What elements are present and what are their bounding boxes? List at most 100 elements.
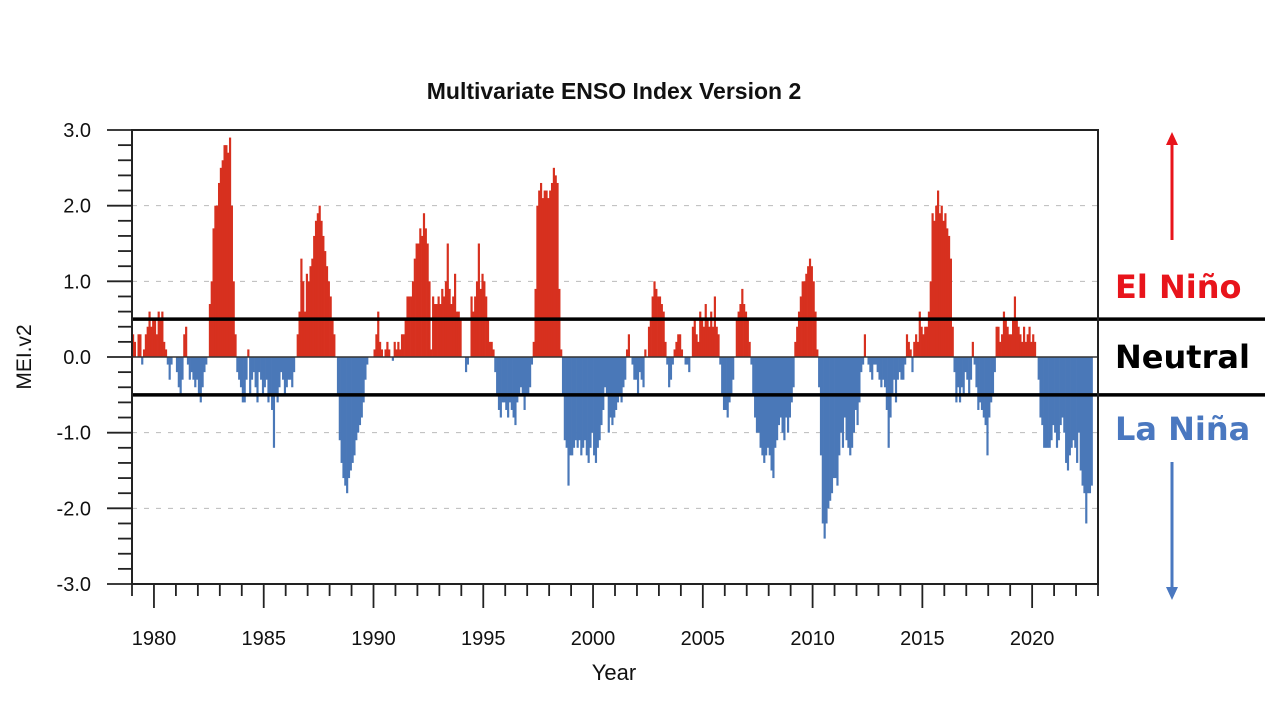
data-bar (163, 341, 166, 357)
data-bar (563, 357, 566, 441)
data-bar (303, 311, 307, 357)
data-bar (973, 357, 976, 365)
data-bar (245, 357, 248, 380)
data-bar (922, 334, 925, 357)
data-bar (695, 334, 698, 357)
data-bar (183, 334, 186, 357)
data-bar (649, 319, 652, 357)
data-bar (640, 357, 643, 380)
data-bar (424, 228, 427, 357)
data-bar (585, 357, 588, 456)
data-bar (490, 341, 493, 357)
data-bar (192, 357, 195, 380)
data-bar (419, 228, 422, 357)
data-bar (625, 349, 629, 357)
data-bar (454, 273, 457, 357)
data-bar (377, 311, 380, 357)
data-bar (894, 357, 898, 403)
data-bar (464, 357, 468, 373)
data-bar (876, 357, 879, 373)
data-bar (713, 296, 716, 357)
data-bar (230, 205, 233, 357)
data-bar (744, 311, 748, 357)
data-bar (750, 357, 753, 365)
data-bar (291, 357, 294, 388)
data-bar (466, 357, 469, 365)
data-bar (960, 357, 963, 388)
data-bar (554, 175, 557, 357)
data-bar (1061, 357, 1064, 418)
data-bar (358, 357, 362, 426)
axes (131, 129, 1099, 585)
data-bar (322, 235, 325, 357)
data-bar (754, 357, 757, 418)
data-bar (572, 357, 576, 448)
data-bar (1002, 311, 1006, 357)
data-bar (391, 357, 394, 361)
data-bar (1043, 357, 1046, 448)
data-bar (909, 349, 912, 357)
data-bar (872, 357, 876, 365)
y-tick-label: -1.0 (57, 423, 91, 445)
data-bar (144, 334, 147, 357)
data-bar (340, 357, 343, 463)
data-bar (849, 357, 852, 456)
data-bar (443, 296, 446, 357)
data-bar (1050, 357, 1053, 441)
data-bar (435, 304, 438, 357)
data-bar (721, 357, 724, 395)
data-bar (647, 326, 651, 357)
data-bar (496, 357, 499, 395)
up-arrow-icon (1166, 132, 1178, 145)
data-bar (472, 311, 475, 357)
data-bar (1085, 357, 1088, 524)
data-bar (1024, 341, 1027, 357)
data-bar (860, 357, 863, 373)
data-bar (885, 357, 888, 410)
data-bar (596, 357, 599, 448)
data-bar (651, 296, 654, 357)
data-bar (704, 304, 707, 357)
data-bar (684, 357, 687, 365)
data-bar (364, 357, 367, 380)
data-bar (1037, 357, 1040, 380)
data-bar (635, 357, 638, 380)
data-bar (238, 357, 241, 380)
data-bar (602, 357, 605, 410)
data-bar (258, 357, 261, 373)
data-bar (1088, 357, 1092, 494)
data-bar (671, 357, 674, 365)
data-bar (708, 326, 711, 357)
data-bar (869, 357, 872, 373)
data-bar (477, 243, 480, 357)
data-bar (287, 357, 290, 380)
data-bar (807, 266, 810, 357)
data-bar (984, 357, 987, 426)
data-bar (190, 357, 193, 373)
data-bar (933, 220, 936, 357)
data-bar (569, 357, 572, 456)
data-bar (863, 334, 866, 357)
data-bar (816, 349, 819, 357)
data-bar (320, 220, 323, 357)
data-bar (768, 357, 771, 456)
data-bar (161, 311, 164, 357)
data-bar (205, 357, 208, 365)
data-bar (829, 357, 832, 501)
data-bar (699, 311, 702, 357)
data-bar (309, 266, 312, 357)
data-bar (1070, 357, 1073, 448)
data-bar (1079, 357, 1082, 471)
data-bar (958, 357, 962, 403)
data-bar (666, 357, 669, 365)
data-bar (717, 334, 720, 357)
data-bar (887, 357, 890, 448)
data-bar (168, 357, 171, 380)
data-bar (455, 311, 459, 357)
data-bar (212, 228, 215, 357)
data-bar (878, 357, 881, 380)
data-bar (534, 288, 537, 357)
data-bar (278, 357, 281, 388)
x-tick-label: 1995 (461, 628, 506, 650)
